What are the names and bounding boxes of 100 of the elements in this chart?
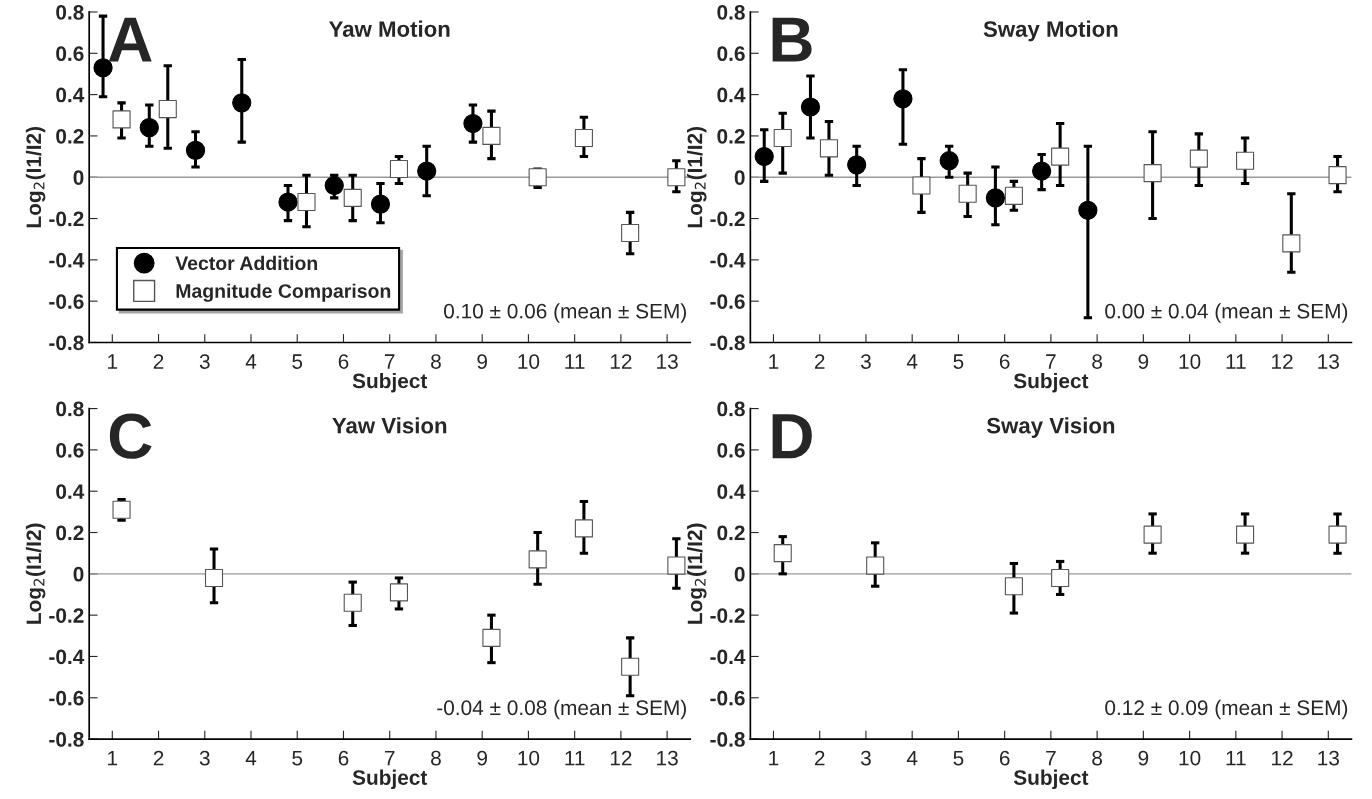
x-tick-label: 5 — [292, 354, 303, 369]
point — [939, 151, 959, 171]
x-tick-label: 7 — [1046, 354, 1056, 369]
point — [417, 161, 437, 181]
x-tick-label: 13 — [1318, 354, 1339, 369]
point — [819, 139, 839, 158]
y-tick-label: -0.4 — [49, 252, 85, 268]
point — [204, 568, 224, 588]
x-tick-label: 8 — [431, 354, 441, 369]
point — [482, 126, 501, 145]
point — [343, 188, 362, 207]
x-tick-label: 8 — [1092, 750, 1103, 766]
y-tick-label: -0.6 — [49, 690, 84, 706]
x-tick-label: 2 — [814, 750, 825, 766]
point — [958, 184, 977, 203]
point — [893, 89, 913, 109]
x-tick-label: 3 — [860, 354, 871, 369]
y-tick-label: 0.2 — [717, 525, 745, 541]
point — [1189, 149, 1208, 168]
point — [754, 146, 774, 167]
chart-title: Yaw Vision — [332, 417, 447, 434]
y-tick-label: 0.2 — [717, 128, 745, 144]
x-tick-label: 12 — [610, 354, 632, 369]
y-axis-title: Log$_{2}$(I1/I2) — [25, 126, 46, 228]
point — [621, 223, 640, 243]
x-axis-title: Subject — [1013, 373, 1089, 393]
x-tick-label: 4 — [245, 750, 257, 766]
x-axis-title: Subject — [1013, 769, 1089, 790]
x-tick-label: 1 — [769, 750, 779, 766]
y-tick-label: 0 — [734, 566, 745, 582]
x-tick-label: 9 — [1138, 750, 1149, 766]
point — [667, 168, 686, 187]
point — [1143, 164, 1162, 183]
x-tick-label: 6 — [338, 750, 349, 766]
x-tick-label: 10 — [1179, 354, 1201, 369]
point — [847, 155, 867, 175]
y-tick-label: 0.2 — [56, 525, 84, 541]
point — [278, 192, 298, 212]
y-tick-label: -0.2 — [710, 211, 745, 227]
y-tick-label: -0.4 — [710, 649, 746, 665]
x-tick-label: 13 — [657, 354, 678, 369]
y-tick-label: 0.4 — [56, 87, 85, 103]
y-tick-label: 0.6 — [56, 442, 84, 458]
point — [866, 556, 885, 575]
x-tick-label: 2 — [153, 750, 164, 766]
x-axis-title: Subject — [352, 373, 428, 393]
x-tick-label: 8 — [431, 750, 441, 766]
y-tick-label: -0.8 — [710, 335, 745, 351]
x-tick-label: 13 — [1318, 750, 1339, 766]
y-axis-title: Log$_{2}$(I1/I2) — [687, 126, 707, 228]
annotation: 0.10 ± 0.06 (mean ± SEM) — [444, 303, 686, 323]
y-tick-label: 0.8 — [717, 4, 745, 20]
y-tick-label: 0.6 — [717, 442, 745, 458]
point — [1328, 525, 1347, 544]
y-tick-label: -0.2 — [49, 211, 84, 227]
x-tick-label: 1 — [108, 354, 118, 369]
point — [389, 159, 409, 179]
x-tick-label: 7 — [1046, 750, 1056, 766]
x-tick-label: 4 — [245, 354, 257, 369]
point — [667, 556, 686, 575]
point — [324, 175, 344, 196]
y-tick-label: -0.6 — [49, 294, 84, 309]
y-tick-label: -0.4 — [710, 252, 746, 268]
x-tick-label: 2 — [814, 354, 825, 369]
y-tick-label: 0.8 — [56, 401, 84, 417]
y-tick-label: 0.4 — [56, 484, 85, 499]
x-tick-label: 9 — [1138, 354, 1149, 369]
x-tick-label: 3 — [199, 750, 210, 766]
x-tick-label: 3 — [199, 354, 210, 369]
x-tick-label: 4 — [906, 750, 918, 766]
point — [139, 118, 159, 138]
annotation: 0.00 ± 0.04 (mean ± SEM) — [1105, 303, 1348, 323]
x-tick-label: 5 — [292, 750, 303, 766]
y-tick-label: 0.4 — [717, 484, 746, 499]
point — [621, 657, 640, 676]
x-tick-label: 10 — [518, 354, 540, 369]
y-tick-label: 0.2 — [56, 128, 84, 144]
annotation: B — [772, 17, 812, 62]
point — [1143, 525, 1162, 544]
y-tick-label: -0.4 — [49, 649, 85, 665]
x-tick-label: 6 — [999, 354, 1010, 369]
y-tick-label: 0 — [73, 566, 84, 582]
point — [232, 93, 252, 113]
point — [1078, 200, 1098, 220]
y-tick-label: -0.2 — [710, 608, 745, 623]
point — [112, 110, 131, 129]
y-axis-title: Log$_{2}$(I1/I2) — [687, 523, 707, 624]
point — [773, 128, 792, 148]
x-axis-title: Subject — [352, 769, 428, 790]
x-tick-label: 1 — [769, 354, 779, 369]
x-tick-label: 12 — [610, 750, 632, 766]
annotation: A — [108, 17, 152, 62]
point — [297, 192, 316, 212]
point — [528, 550, 547, 569]
point — [389, 583, 409, 602]
y-tick-label: -0.2 — [49, 608, 84, 623]
y-tick-label: 0.4 — [717, 87, 746, 103]
y-axis-title: Log$_{2}$(I1/I2) — [25, 523, 46, 624]
point — [773, 544, 792, 563]
x-tick-label: 3 — [860, 750, 871, 766]
